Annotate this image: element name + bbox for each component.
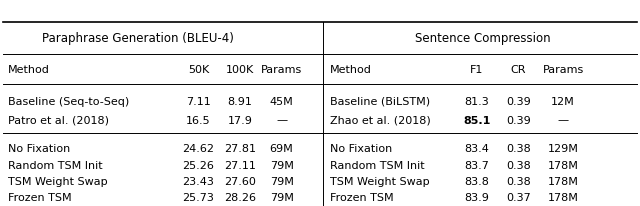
Text: 27.81: 27.81 xyxy=(224,144,256,154)
Text: 0.38: 0.38 xyxy=(506,144,531,154)
Text: —: — xyxy=(276,116,287,125)
Text: 27.11: 27.11 xyxy=(224,161,256,171)
Text: 25.26: 25.26 xyxy=(182,161,214,171)
Text: TSM Weight Swap: TSM Weight Swap xyxy=(330,177,429,187)
Text: TSM Weight Swap: TSM Weight Swap xyxy=(8,177,108,187)
Text: 79M: 79M xyxy=(269,161,294,171)
Text: Baseline (BiLSTM): Baseline (BiLSTM) xyxy=(330,97,429,107)
Text: 0.37: 0.37 xyxy=(506,193,531,203)
Text: Patro et al. (2018): Patro et al. (2018) xyxy=(8,116,109,125)
Text: Method: Method xyxy=(330,65,371,75)
Text: Paraphrase Generation (BLEU-4): Paraphrase Generation (BLEU-4) xyxy=(42,32,234,45)
Text: 69M: 69M xyxy=(269,144,294,154)
Text: Params: Params xyxy=(543,65,584,75)
Text: —: — xyxy=(557,116,569,125)
Text: 178M: 178M xyxy=(548,177,579,187)
Text: 25.73: 25.73 xyxy=(182,193,214,203)
Text: 83.7: 83.7 xyxy=(465,161,489,171)
Text: 100K: 100K xyxy=(226,65,254,75)
Text: 85.1: 85.1 xyxy=(463,116,490,125)
Text: Random TSM Init: Random TSM Init xyxy=(330,161,424,171)
Text: 0.39: 0.39 xyxy=(506,116,531,125)
Text: F1: F1 xyxy=(470,65,483,75)
Text: 129M: 129M xyxy=(548,144,579,154)
Text: 178M: 178M xyxy=(548,161,579,171)
Text: Method: Method xyxy=(8,65,49,75)
Text: 83.8: 83.8 xyxy=(465,177,489,187)
Text: 79M: 79M xyxy=(269,177,294,187)
Text: 17.9: 17.9 xyxy=(228,116,252,125)
Text: Random TSM Init: Random TSM Init xyxy=(8,161,102,171)
Text: 83.4: 83.4 xyxy=(465,144,489,154)
Text: 7.11: 7.11 xyxy=(186,97,211,107)
Text: No Fixation: No Fixation xyxy=(8,144,70,154)
Text: Frozen TSM: Frozen TSM xyxy=(8,193,71,203)
Text: 28.26: 28.26 xyxy=(224,193,256,203)
Text: 79M: 79M xyxy=(269,193,294,203)
Text: 45M: 45M xyxy=(269,97,294,107)
Text: Baseline (Seq-to-Seq): Baseline (Seq-to-Seq) xyxy=(8,97,129,107)
Text: CR: CR xyxy=(511,65,526,75)
Text: Frozen TSM: Frozen TSM xyxy=(330,193,393,203)
Text: 12M: 12M xyxy=(551,97,575,107)
Text: 27.60: 27.60 xyxy=(224,177,256,187)
Text: No Fixation: No Fixation xyxy=(330,144,392,154)
Text: 0.39: 0.39 xyxy=(506,97,531,107)
Text: 178M: 178M xyxy=(548,193,579,203)
Text: 24.62: 24.62 xyxy=(182,144,214,154)
Text: 83.9: 83.9 xyxy=(465,193,489,203)
Text: 8.91: 8.91 xyxy=(228,97,252,107)
Text: Params: Params xyxy=(261,65,302,75)
Text: Zhao et al. (2018): Zhao et al. (2018) xyxy=(330,116,430,125)
Text: 0.38: 0.38 xyxy=(506,177,531,187)
Text: Sentence Compression: Sentence Compression xyxy=(415,32,551,45)
Text: 50K: 50K xyxy=(188,65,209,75)
Text: 16.5: 16.5 xyxy=(186,116,211,125)
Text: 81.3: 81.3 xyxy=(465,97,489,107)
Text: 23.43: 23.43 xyxy=(182,177,214,187)
Text: 0.38: 0.38 xyxy=(506,161,531,171)
